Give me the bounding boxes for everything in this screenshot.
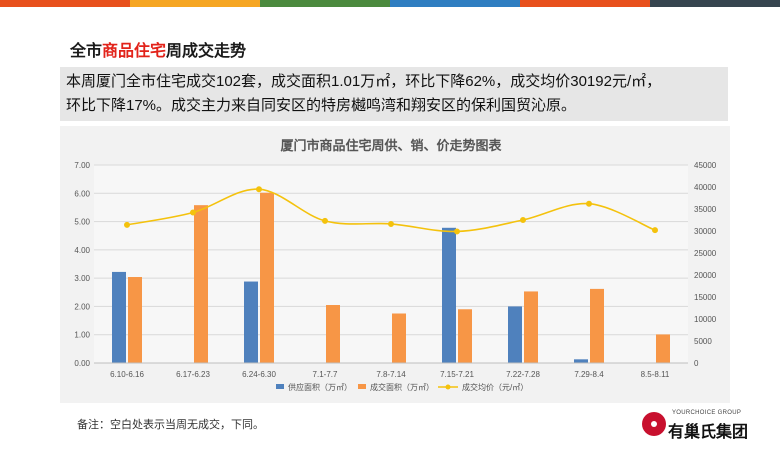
logo-mark-icon <box>642 412 666 436</box>
legend-label-supply: 供应面积（万㎡） <box>288 382 352 392</box>
bar-sold <box>326 305 340 363</box>
bar-sold <box>392 313 406 363</box>
footnote: 备注：空白处表示当周无成交，下同。 <box>77 419 264 431</box>
bar-supply <box>112 271 126 363</box>
price-point <box>190 209 196 216</box>
top-bar-segment <box>520 0 650 7</box>
logo-chinese-text: 有巢氏集团 <box>668 424 749 441</box>
price-point <box>520 217 526 223</box>
y-left-tick-label: 0.00 <box>74 359 90 368</box>
price-point <box>652 227 658 234</box>
title-prefix: 全市 <box>70 43 103 60</box>
x-tick-label: 6.24-6.30 <box>242 370 276 379</box>
summary-line-1: 本周厦门全市住宅成交102套，成交面积1.01万㎡，环比下降62%，成交均价30… <box>66 73 662 90</box>
price-point <box>586 200 592 207</box>
chart-svg: 厦门市商品住宅周供、销、价走势图表 0.00 1.00 2.00 3.00 4.00 5.0… <box>74 138 717 392</box>
bar-sold <box>590 288 604 363</box>
y-left-tick-label: 1.00 <box>74 331 90 340</box>
legend-label-price: 成交均价（元/㎡） <box>462 382 528 392</box>
y-right-tick-label: 30000 <box>694 227 717 236</box>
page-title: 全市商品住宅周成交走势 <box>70 37 246 61</box>
company-logo: YOURCHOICE GROUP 有巢氏集团 <box>640 410 770 442</box>
y-left-tick-label: 3.00 <box>74 274 90 283</box>
y-right-tick-label: 20000 <box>694 271 717 280</box>
y-right-tick-label: 35000 <box>694 205 717 214</box>
price-point <box>124 221 130 228</box>
bar-sold <box>656 334 670 363</box>
x-tick-label: 7.22-7.28 <box>506 370 540 379</box>
legend-swatch-supply <box>276 384 284 389</box>
y-right-tick-label: 10000 <box>694 315 717 324</box>
x-tick-label: 7.15-7.21 <box>440 370 474 379</box>
y-right-tick-label: 45000 <box>694 161 717 170</box>
y-left-tick-label: 2.00 <box>74 302 90 311</box>
top-bar-segment <box>650 0 780 7</box>
bar-supply <box>244 281 258 363</box>
y-right-tick-label: 0 <box>694 359 699 368</box>
bar-supply <box>508 306 522 363</box>
bar-sold <box>194 205 208 363</box>
x-tick-label: 7.29-8.4 <box>574 370 604 379</box>
y-right-tick-label: 5000 <box>694 337 712 346</box>
bar-sold <box>458 309 472 363</box>
y-left-tick-label: 7.00 <box>74 161 90 170</box>
bar-supply <box>574 359 588 363</box>
top-bar-segment <box>260 0 390 7</box>
x-tick-label: 8.5-8.11 <box>641 370 670 379</box>
y-right-tick-label: 25000 <box>694 249 717 258</box>
price-point <box>322 217 328 224</box>
logo-english-text: YOURCHOICE GROUP <box>672 410 742 416</box>
bar-sold <box>128 277 142 363</box>
legend-swatch-sold <box>358 384 366 389</box>
x-tick-label: 7.8-7.14 <box>376 370 406 379</box>
top-bar-segment <box>390 0 520 7</box>
chart-area: 厦门市商品住宅周供、销、价走势图表 0.00 1.00 2.00 3.00 4.00 5.0… <box>60 126 730 403</box>
x-tick-label: 7.1-7.7 <box>313 370 338 379</box>
price-point <box>454 228 460 235</box>
y-right-tick-label: 15000 <box>694 293 717 302</box>
y-left-tick-label: 6.00 <box>74 189 90 198</box>
x-tick-label: 6.17-6.23 <box>176 370 210 379</box>
legend-label-sold: 成交面积（万㎡） <box>370 382 434 392</box>
y-left-tick-label: 5.00 <box>74 218 90 227</box>
title-suffix: 周成交走势 <box>166 43 247 60</box>
top-color-bar <box>0 0 780 7</box>
plot-background <box>94 165 688 363</box>
x-tick-label: 6.10-6.16 <box>110 370 144 379</box>
bar-supply <box>442 227 456 363</box>
chart-title: 厦门市商品住宅周供、销、价走势图表 <box>280 138 502 153</box>
summary-line-2: 环比下降17%。成交主力来自同安区的特房樾鸣湾和翔安区的保利国贸沁原。 <box>66 97 577 114</box>
legend-marker-price <box>445 384 451 390</box>
top-bar-segment <box>0 0 130 7</box>
price-point <box>256 186 262 193</box>
price-point <box>388 220 394 227</box>
top-bar-segment <box>130 0 260 7</box>
summary-box: 本周厦门全市住宅成交102套，成交面积1.01万㎡，环比下降62%，成交均价30… <box>60 67 728 121</box>
bar-sold <box>260 192 274 363</box>
y-left-tick-label: 4.00 <box>74 246 90 255</box>
bar-sold <box>524 291 538 363</box>
y-right-tick-label: 40000 <box>694 183 717 192</box>
title-highlight: 商品住宅 <box>102 43 167 60</box>
